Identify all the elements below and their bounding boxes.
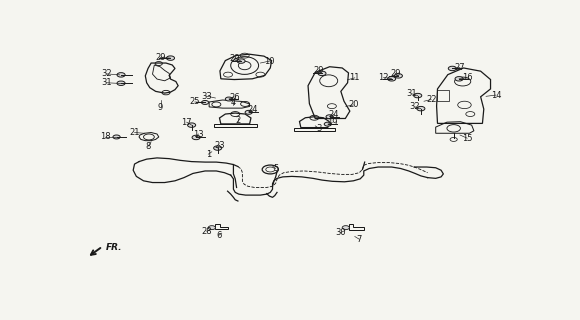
Circle shape: [245, 110, 252, 114]
Text: 20: 20: [348, 100, 358, 109]
Circle shape: [187, 123, 195, 127]
Text: 31: 31: [407, 89, 417, 98]
Circle shape: [342, 226, 349, 230]
Text: 3: 3: [316, 124, 321, 133]
Circle shape: [225, 97, 233, 101]
Text: 13: 13: [193, 130, 204, 139]
Circle shape: [113, 135, 120, 139]
Circle shape: [448, 66, 456, 71]
Text: 4: 4: [231, 98, 236, 107]
Text: 29: 29: [390, 69, 401, 78]
Text: 24: 24: [247, 105, 258, 114]
Circle shape: [326, 115, 333, 119]
Text: 2: 2: [235, 116, 241, 125]
Text: 14: 14: [491, 91, 501, 100]
Text: 18: 18: [100, 132, 111, 141]
Circle shape: [455, 76, 463, 81]
Circle shape: [387, 76, 396, 81]
Text: 33: 33: [201, 92, 212, 100]
Text: 29: 29: [314, 66, 324, 75]
Text: 32: 32: [102, 69, 112, 78]
Text: 19: 19: [327, 118, 338, 127]
Text: 24: 24: [329, 110, 339, 119]
Circle shape: [201, 100, 209, 104]
Text: 1: 1: [206, 150, 211, 159]
Text: 16: 16: [462, 73, 473, 82]
Text: 22: 22: [426, 95, 437, 104]
Circle shape: [237, 59, 245, 63]
Text: 15: 15: [462, 134, 473, 143]
Text: 29: 29: [155, 53, 165, 62]
Text: 23: 23: [215, 140, 225, 149]
Text: 30: 30: [335, 228, 346, 237]
Text: 25: 25: [190, 98, 200, 107]
Text: 31: 31: [102, 78, 112, 87]
Text: 26: 26: [229, 92, 240, 101]
Text: 29: 29: [229, 54, 240, 63]
Text: 27: 27: [455, 63, 465, 72]
Text: 10: 10: [264, 57, 275, 66]
Text: 6: 6: [216, 231, 222, 240]
Circle shape: [324, 122, 331, 126]
Text: 12: 12: [378, 73, 389, 82]
Circle shape: [192, 135, 200, 140]
Circle shape: [417, 107, 425, 111]
Circle shape: [213, 146, 222, 150]
Circle shape: [117, 81, 125, 85]
Circle shape: [414, 93, 422, 98]
Circle shape: [394, 74, 403, 78]
Text: FR.: FR.: [106, 243, 122, 252]
Text: 9: 9: [158, 103, 163, 112]
Text: 32: 32: [409, 102, 420, 111]
Circle shape: [117, 73, 125, 77]
Text: 17: 17: [182, 118, 192, 127]
Circle shape: [208, 226, 215, 230]
Circle shape: [318, 71, 326, 76]
Circle shape: [166, 56, 175, 60]
Text: 28: 28: [201, 227, 212, 236]
Text: 21: 21: [129, 128, 140, 137]
Text: 7: 7: [357, 235, 362, 244]
Text: 5: 5: [273, 164, 278, 173]
Text: 11: 11: [350, 73, 360, 82]
Text: 8: 8: [146, 142, 151, 151]
